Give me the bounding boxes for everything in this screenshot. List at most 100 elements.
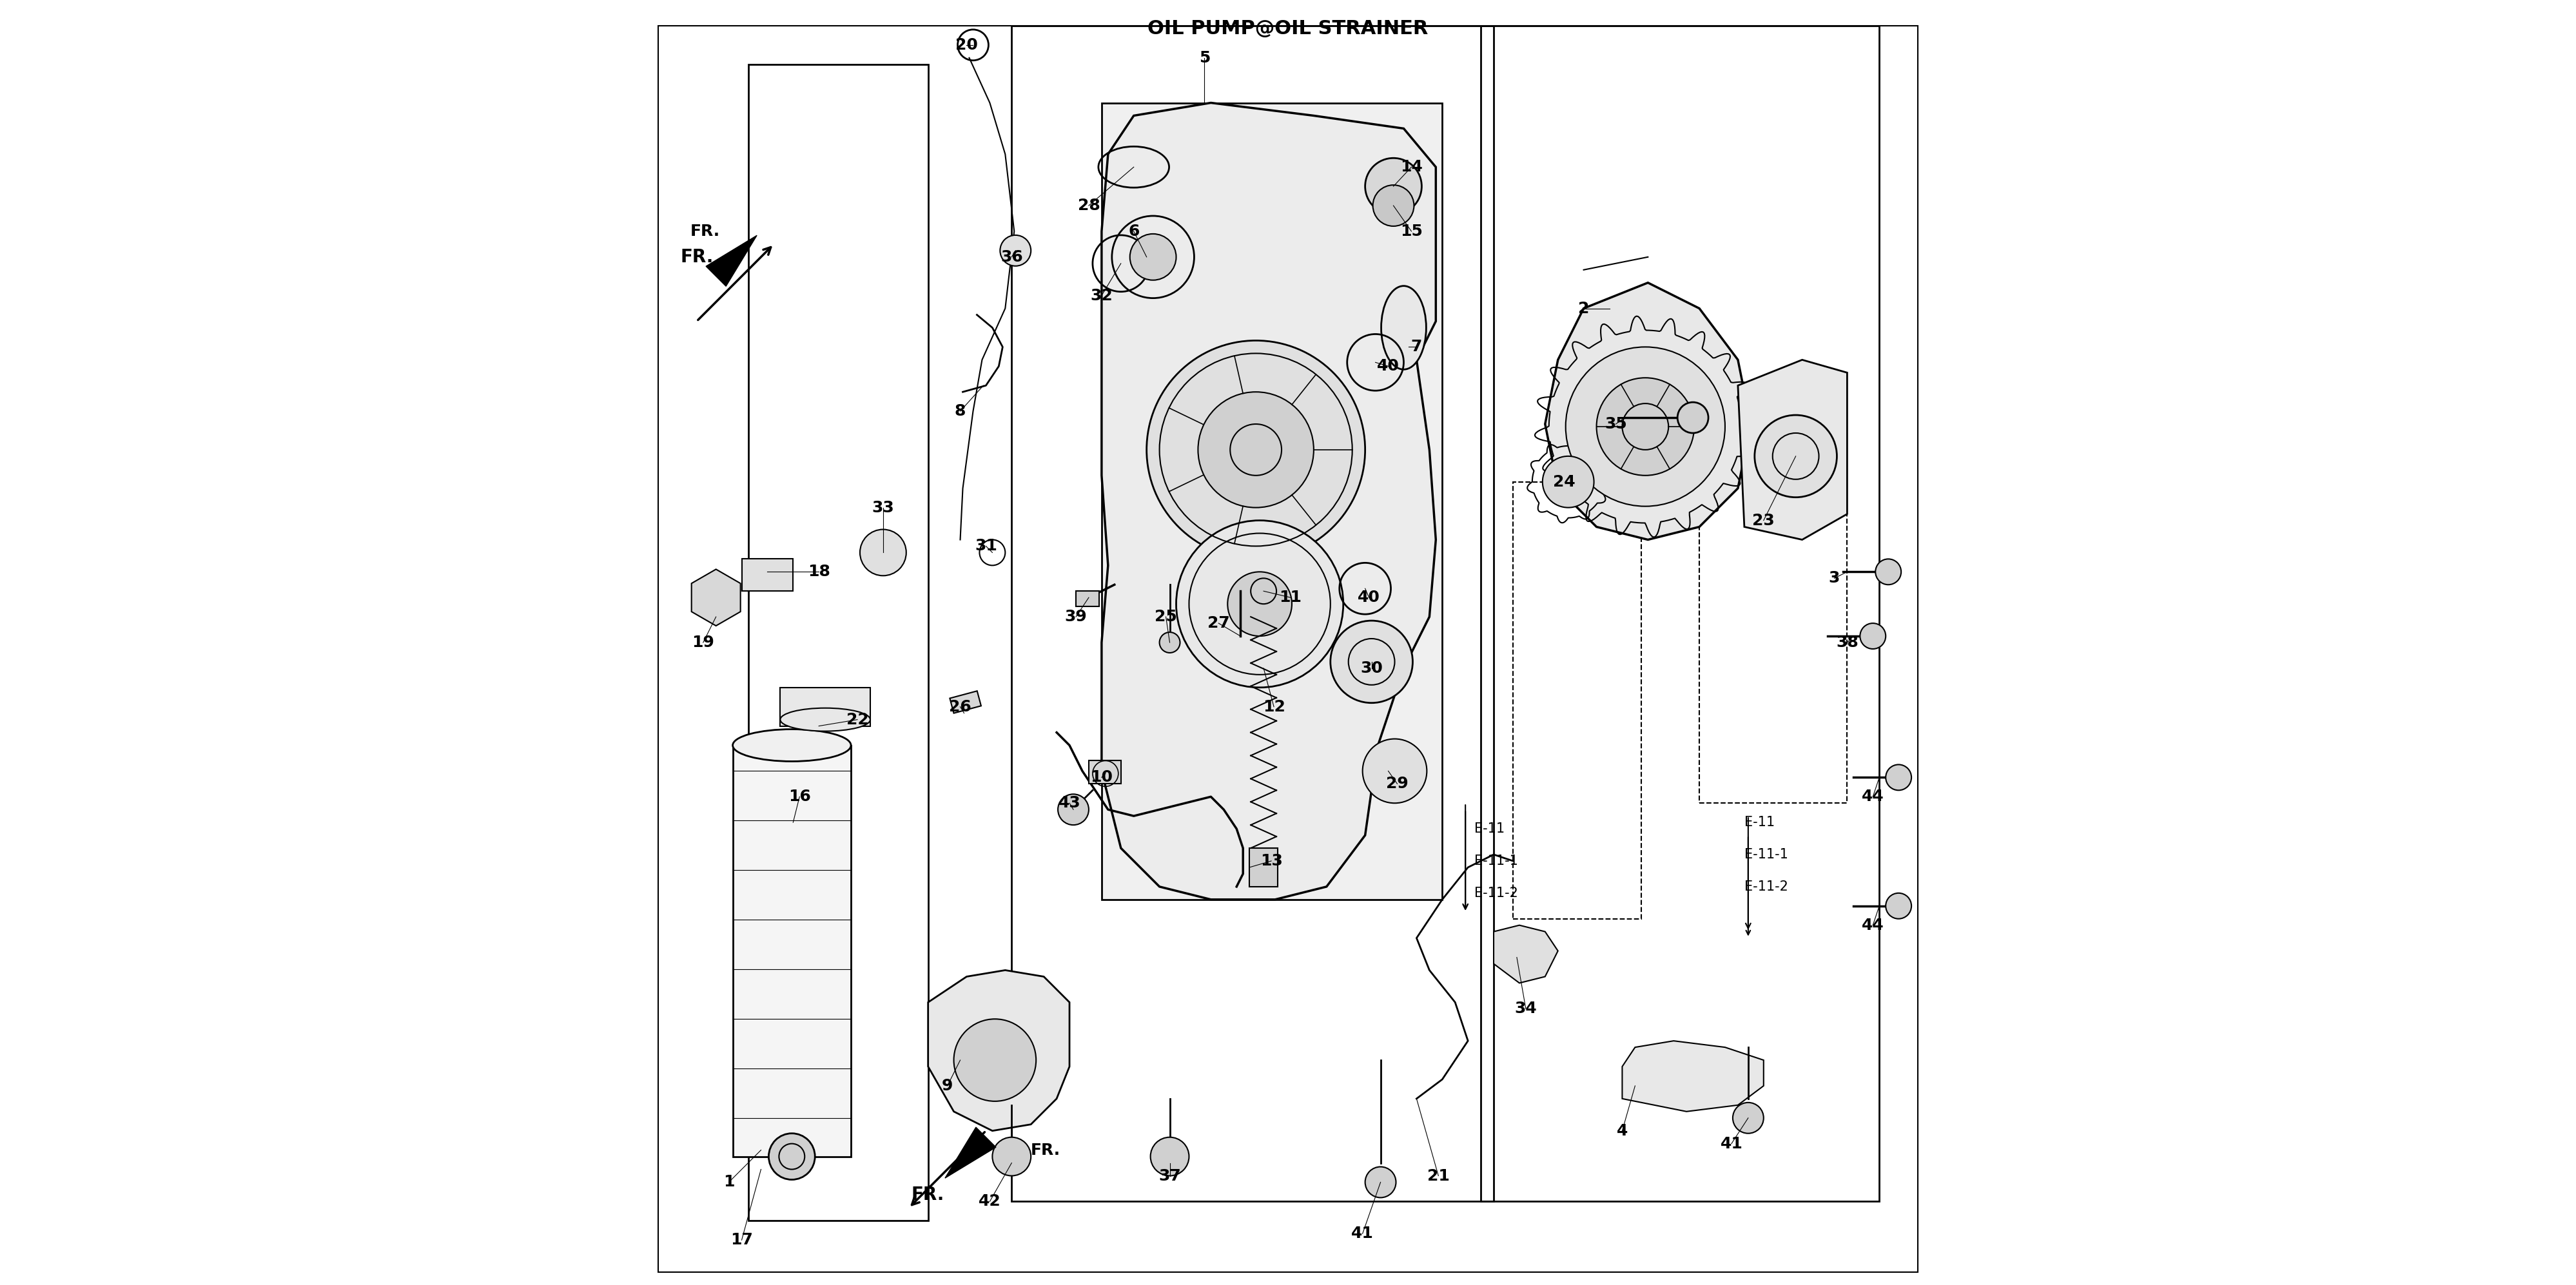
Bar [1481,26,1880,1201]
Circle shape [1597,378,1695,475]
Text: 44: 44 [1862,789,1883,804]
Circle shape [992,1137,1030,1176]
Circle shape [1373,185,1414,226]
Text: 4: 4 [1618,1123,1628,1139]
Text: 18: 18 [809,564,829,580]
Bar [951,691,981,713]
Text: E-11-1: E-11-1 [1473,855,1517,867]
Text: 13: 13 [1260,853,1283,869]
Text: 29: 29 [1386,776,1409,792]
Text: 8: 8 [956,403,966,419]
Text: 27: 27 [1208,616,1229,631]
Text: 35: 35 [1605,416,1628,432]
Text: 40: 40 [1378,359,1399,374]
Circle shape [953,1019,1036,1101]
Bar [1249,848,1278,887]
Polygon shape [1494,925,1558,983]
Text: 19: 19 [693,635,714,650]
Circle shape [999,235,1030,266]
Circle shape [1875,559,1901,585]
Polygon shape [1623,1041,1765,1112]
Text: 36: 36 [999,249,1023,265]
Bar [1012,26,1494,1201]
Circle shape [1159,632,1180,653]
Text: 31: 31 [974,538,997,554]
Text: 41: 41 [1721,1136,1744,1151]
Polygon shape [1739,360,1847,540]
Circle shape [1677,402,1708,433]
Text: 7: 7 [1412,339,1422,355]
Circle shape [1229,572,1291,636]
Bar [1700,392,1847,803]
Ellipse shape [781,708,871,731]
Text: 14: 14 [1401,159,1422,175]
Text: 12: 12 [1262,699,1285,714]
Text: 22: 22 [845,712,868,727]
Circle shape [1059,794,1090,825]
Polygon shape [1103,103,1435,900]
Text: 16: 16 [788,789,811,804]
Circle shape [768,1133,814,1180]
Circle shape [1543,456,1595,508]
Circle shape [1754,415,1837,497]
Bar [742,559,793,591]
Text: 2: 2 [1579,301,1589,316]
Text: 44: 44 [1862,917,1883,933]
Text: 32: 32 [1090,288,1113,303]
Text: 43: 43 [1059,795,1082,811]
Circle shape [1365,158,1422,215]
Circle shape [1329,621,1412,703]
Text: OIL PUMP@OIL STRAINER: OIL PUMP@OIL STRAINER [1149,19,1427,39]
Text: 21: 21 [1427,1168,1450,1183]
Text: 10: 10 [1090,770,1113,785]
Polygon shape [1546,283,1752,540]
Text: 30: 30 [1360,660,1383,676]
Text: E-11: E-11 [1744,816,1775,829]
Text: 37: 37 [1159,1168,1180,1183]
Text: 24: 24 [1553,474,1577,490]
Text: 34: 34 [1515,1001,1538,1016]
Text: FR.: FR. [680,248,714,266]
Polygon shape [1103,103,1443,900]
Circle shape [1131,234,1177,280]
Text: 20: 20 [956,37,979,53]
Ellipse shape [1381,287,1427,370]
Text: E-11-1: E-11-1 [1744,848,1788,861]
Text: FR.: FR. [690,224,721,239]
Text: 40: 40 [1358,590,1381,605]
Circle shape [1198,392,1314,508]
Circle shape [1365,1167,1396,1198]
Text: 25: 25 [1154,609,1177,625]
Text: FR.: FR. [1030,1142,1061,1158]
Circle shape [1363,739,1427,803]
Text: FR.: FR. [912,1186,945,1204]
Text: 33: 33 [871,500,894,515]
Text: 17: 17 [732,1232,752,1248]
Circle shape [1734,1103,1765,1133]
Text: 1: 1 [724,1174,734,1190]
Polygon shape [732,745,850,1156]
Text: 23: 23 [1752,513,1775,528]
Circle shape [1886,765,1911,790]
Text: E-11-2: E-11-2 [1744,880,1788,893]
Bar [1512,482,1641,919]
Text: 9: 9 [943,1078,953,1094]
Text: 42: 42 [979,1194,1002,1209]
Ellipse shape [732,730,850,761]
Text: E-11: E-11 [1473,822,1504,835]
Text: 28: 28 [1077,198,1100,213]
Circle shape [1252,578,1278,604]
Bar [781,687,871,726]
Text: 26: 26 [948,699,971,714]
Circle shape [1151,1137,1190,1176]
Polygon shape [706,235,757,287]
Text: E-11-2: E-11-2 [1473,887,1517,900]
Text: 11: 11 [1280,590,1301,605]
Text: 15: 15 [1401,224,1422,239]
Circle shape [1886,893,1911,919]
Text: 38: 38 [1837,635,1857,650]
Text: 41: 41 [1352,1226,1373,1241]
Circle shape [1860,623,1886,649]
Bar [1077,591,1100,607]
Text: 39: 39 [1064,609,1087,625]
